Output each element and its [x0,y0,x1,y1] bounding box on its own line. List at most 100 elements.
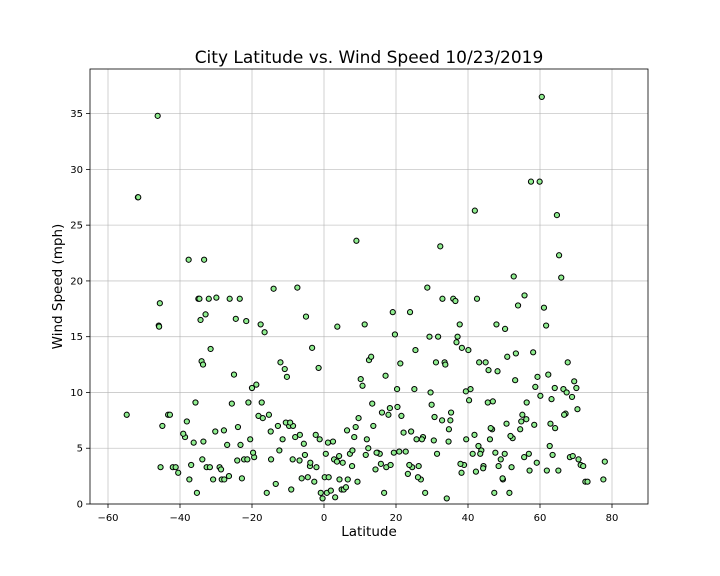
data-point [523,399,530,406]
data-point [504,353,511,360]
data-point [334,323,341,330]
data-point [279,436,286,443]
data-point [438,417,446,424]
data-point [426,333,433,340]
data-point [274,422,282,430]
data-point [381,489,388,496]
data-point [166,411,174,418]
data-point [465,397,473,404]
data-point [385,411,392,418]
data-point [415,462,422,470]
data-point [272,480,279,488]
data-point [551,384,558,392]
data-point [247,436,254,443]
data-points [123,93,608,502]
data-point [333,458,341,465]
data-point [267,456,275,463]
data-point [408,428,415,435]
data-point [489,398,496,405]
data-point [312,431,319,438]
data-point [230,371,238,378]
data-point [361,321,368,328]
data-point [519,411,526,418]
data-point [552,425,559,432]
data-point [175,469,182,476]
data-point [471,207,478,214]
data-point [316,436,323,443]
data-point [355,415,362,422]
data-point [309,344,316,351]
data-point [372,466,379,473]
data-point [433,450,441,457]
data-point [362,451,369,459]
data-point [601,458,608,465]
data-point [547,420,554,427]
data-point [435,333,442,340]
data-point [370,422,377,430]
data-point [518,418,525,425]
data-point [493,321,500,328]
data-point [349,447,356,454]
data-point [325,474,332,481]
data-point [396,448,403,455]
data-point [265,411,273,418]
data-point [236,295,243,302]
data-point [213,294,220,301]
data-point [351,433,358,441]
data-point [574,406,581,413]
x-axis-ticks: −60 −40 −20 0 20 40 60 80 [97,504,618,524]
data-point [281,365,288,373]
data-point [234,423,242,431]
data-point [332,494,339,501]
data-point [445,426,453,433]
data-point [243,317,250,325]
data-point [212,428,219,435]
data-point [411,386,418,393]
data-point [447,409,455,416]
data-point [412,346,419,354]
data-point [546,442,553,450]
data-point [475,442,482,450]
data-point [353,237,360,244]
data-point [224,441,231,448]
data-point [525,450,532,457]
data-point [188,461,195,469]
data-point [428,401,435,408]
data-point [263,489,270,496]
data-point [270,285,277,292]
data-point [512,350,519,357]
data-point [244,456,251,463]
data-point [302,313,310,320]
data-point [156,323,163,330]
x-tick-label: −60 [97,513,118,524]
data-point [458,469,465,476]
data-point [237,441,244,448]
data-point [365,445,372,452]
y-tick-label: 0 [77,500,83,511]
data-point [563,389,570,396]
data-point [514,302,522,309]
y-tick-label: 5 [77,444,83,455]
y-tick-label: 30 [70,165,83,176]
data-point [571,378,578,385]
data-point [277,359,284,366]
data-point [193,489,201,496]
plot-frame [89,68,649,505]
data-point [406,461,413,469]
data-point [283,373,291,380]
data-point [228,400,235,407]
data-point [276,447,283,454]
data-point [354,478,361,485]
data-point [232,315,239,322]
data-point [527,178,535,185]
data-point [154,112,161,119]
data-point [517,426,524,433]
data-point [363,436,370,443]
data-point [404,470,411,477]
data-point [442,361,449,368]
data-point [234,457,241,464]
data-point [484,399,491,406]
data-point [510,273,517,280]
data-point [368,353,375,360]
data-point [327,487,334,494]
